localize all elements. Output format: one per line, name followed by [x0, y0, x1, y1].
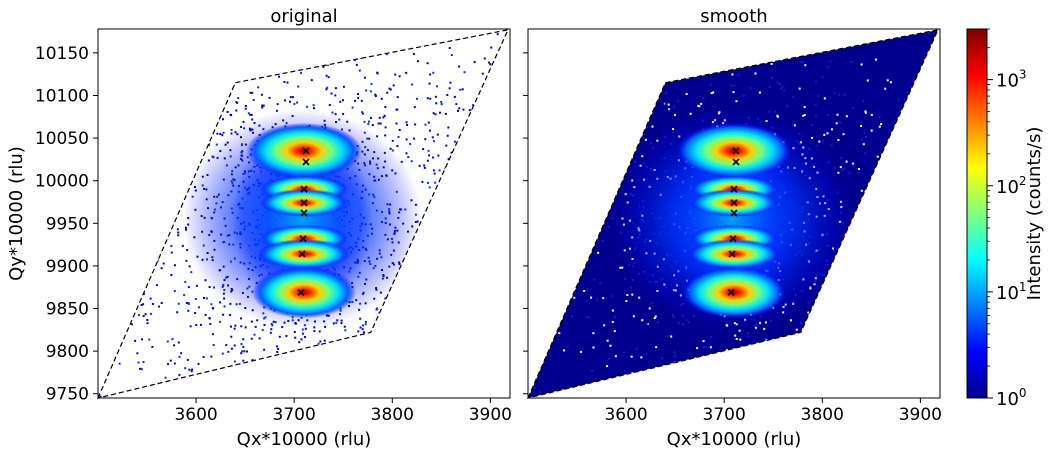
peak-blobs: [246, 122, 362, 319]
y-axis-label: Qy*10000 (rlu): [6, 146, 27, 281]
colorbar-tick-label: 101: [996, 280, 1027, 304]
panel-original: 3600 3700 3800 3900 9750 9800 9850 9900 9950 1000…: [6, 6, 512, 450]
peak-marker: [727, 288, 735, 296]
peak-marker: [298, 250, 306, 258]
x-tick-label: 3800: [801, 405, 844, 425]
x-tick-label: 3600: [174, 405, 217, 425]
peak-marker: [300, 199, 308, 207]
x-tick-label: 3900: [899, 405, 942, 425]
axes-frame: [527, 28, 941, 399]
peak-marker: [297, 288, 305, 296]
x-tick-label: 3900: [469, 405, 512, 425]
axes-frame: [97, 28, 511, 399]
x-axis-label: Qx*10000 (rlu): [237, 429, 372, 450]
colorbar-tick-label: 103: [996, 68, 1027, 92]
x-tick-label: 3700: [273, 405, 316, 425]
y-tick-label: 10050: [35, 129, 89, 149]
peak-marker: [300, 185, 308, 193]
peak-marker: [730, 199, 738, 207]
panel-title: smooth: [700, 6, 767, 27]
x-axis-label: Qx*10000 (rlu): [667, 429, 802, 450]
panel-title: original: [270, 6, 337, 27]
peak-marker: [302, 147, 310, 155]
peak-marker: [728, 250, 736, 258]
y-tick-label: 10000: [35, 172, 89, 192]
y-tick-label: 9900: [46, 257, 89, 277]
colorbar-tick-label: 102: [996, 174, 1027, 198]
y-tick-label: 10150: [35, 44, 89, 64]
peak-marker: [732, 158, 740, 166]
colorbar-label: Intensity (counts/s): [1024, 127, 1045, 301]
y-tick-label: 9850: [46, 300, 89, 320]
x-tick-label: 3600: [604, 405, 647, 425]
peak-marker: [300, 209, 308, 217]
colorbar-tick-label: 100: [996, 386, 1027, 410]
peak-marker: [730, 185, 738, 193]
panel-smooth: 3600 3700 3800 3900 smooth Qx*10000 (rlu): [523, 6, 942, 450]
colorbar-gradient: [966, 28, 988, 399]
y-tick-label: 10100: [35, 86, 89, 106]
y-tick-label: 9750: [46, 385, 89, 405]
peak-marker: [299, 235, 307, 243]
peak-marker: [729, 235, 737, 243]
peak-marker: [732, 147, 740, 155]
y-tick-label: 9800: [46, 342, 89, 362]
peak-marker: [730, 209, 738, 217]
x-tick-label: 3800: [371, 405, 414, 425]
peak-blobs: [676, 122, 792, 319]
y-tick-label: 9950: [46, 214, 89, 234]
x-tick-label: 3700: [703, 405, 746, 425]
colorbar: 100 101 102 103 Intensity (counts/s): [966, 28, 1045, 410]
peak-marker: [302, 158, 310, 166]
